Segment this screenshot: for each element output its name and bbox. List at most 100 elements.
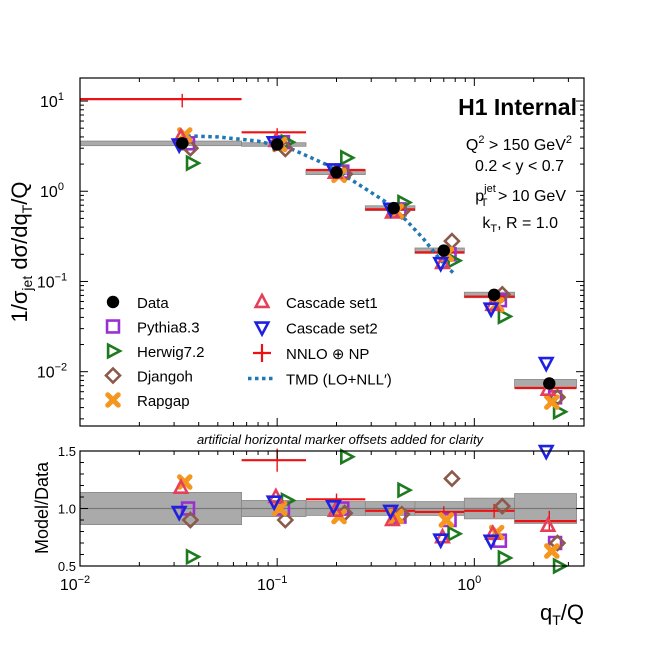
ratio-point-stroke-b [271,500,288,517]
main-panel: 10−2 10−1 100 101 1/σjet dσ/dqT/Q H1 Intern… [7,77,585,427]
ratio-point [548,534,567,552]
legend-item: Cascade set2 [253,321,378,338]
legend-label: Data [137,295,169,312]
ratio-point [340,448,356,466]
legend-marker [253,292,271,309]
main-y-ticks: 10−2 10−1 100 101 [37,91,584,420]
model-point [340,149,356,167]
legend-item: Djangoh [104,366,193,386]
legend-item: Herwig7.2 [106,342,205,361]
ratio-point [482,534,500,551]
q2-cut-label: Q2 > 150 GeV2 [466,134,572,154]
ratio-point [382,504,400,521]
y-tick-label: 101 [40,91,64,111]
y-tick-label: 100 [40,181,64,201]
ratio-y-tick-label: 1.0 [58,502,76,517]
model-point [432,256,450,273]
legend-item: Pythia8.3 [105,319,200,337]
ratio-point [537,444,555,461]
ratio-point-stroke-b [177,474,193,490]
ratio-y-axis-label: Model/Data [32,461,52,554]
model-point [482,302,500,319]
ratio-point [177,474,193,490]
legend-label: Pythia8.3 [137,320,200,337]
ratio-panel: 0.5 1.0 1.5 10−2 10−1 100 Model/Data qT/Q [32,444,585,628]
model-point [185,154,202,172]
data-series [176,137,556,390]
data-point [387,201,400,215]
legend-data-marker [106,295,120,309]
ratio-point [276,511,295,529]
main-y-axis-label: 1/σjet dσ/dqT/Q [7,181,35,322]
legend-marker [104,366,122,385]
ratio-point [172,478,190,495]
ratio-point [544,543,560,559]
legend-marker [105,319,121,334]
ratio-point [539,515,557,532]
data-point [487,288,501,302]
legend-marker [105,392,121,408]
ratio-point [497,549,514,567]
pt-cut-label: pjet T > 10 GeV [475,183,566,209]
ratio-x-ticks: 10−2 10−1 100 [60,451,569,594]
legend-marker [106,342,123,360]
ratio-point [185,548,202,566]
x-tick-label: 100 [457,574,481,594]
tmd-series [187,134,457,276]
data-point [437,244,450,257]
legend-label: Djangoh [137,369,193,386]
legend-item: Data [106,295,169,312]
ratio-point [493,497,512,516]
ratio-y-tick-label: 0.5 [58,559,76,574]
ratio-point [443,469,461,488]
legend: Data Pythia8.3 Herwig7.2 Djangoh Rapgap Casca… [104,292,392,410]
ratio-point-stroke-b [438,512,455,528]
legend-item: NNLO ⊕ NP [253,344,369,363]
ratio-point [181,511,200,529]
y-tick-label: 10−2 [37,362,67,382]
main-frame [79,77,585,427]
legend-label: Rapgap [137,393,190,410]
legend-label: NNLO ⊕ NP [286,346,369,363]
y-tick-label: 10−1 [37,271,67,291]
legend-item: Cascade set1 [253,292,378,312]
ratio-point [397,481,414,499]
y-cut-label: 0.2 < y < 0.7 [475,158,564,175]
data-uncertainty-box [79,140,242,147]
legend-item: Rapgap [105,392,190,410]
x-tick-label: 10−1 [257,574,287,594]
legend-label: TMD (LO+NLL′) [286,372,392,389]
ratio-point [383,510,401,527]
legend-label: Cascade set1 [286,295,378,312]
data-point [176,137,189,150]
ratio-point [432,533,450,550]
model-point [544,394,560,410]
x-tick-label: 10−2 [60,574,90,594]
legend-item: TMD (LO+NLL′) [248,372,392,389]
ratio-model-markers [170,444,569,575]
model-point [537,356,555,373]
x-axis-label: qT/Q [540,600,584,628]
ratio-point [170,505,188,522]
tmd-curve [187,134,457,276]
main-x-ticks [79,78,569,426]
model-point [552,403,569,421]
offset-note: artificial horizontal marker offsets add… [197,432,485,447]
ratio-y-tick-label: 1.5 [58,444,76,459]
model-point [497,307,514,325]
ratio-y-ticks: 0.5 1.0 1.5 [58,444,584,574]
ratio-point [438,512,455,528]
legend-marker [253,321,271,338]
ratio-point [265,495,283,512]
data-point [543,377,556,390]
data-point [270,138,284,151]
legend-label: Herwig7.2 [137,344,205,361]
ratio-point [484,524,502,541]
data-point [330,166,343,179]
legend-label: Cascade set2 [286,321,378,338]
main-plot-area [80,78,584,426]
ratio-point [325,499,342,516]
experiment-label: H1 Internal [458,94,577,120]
model-point-stroke-b [544,394,560,410]
